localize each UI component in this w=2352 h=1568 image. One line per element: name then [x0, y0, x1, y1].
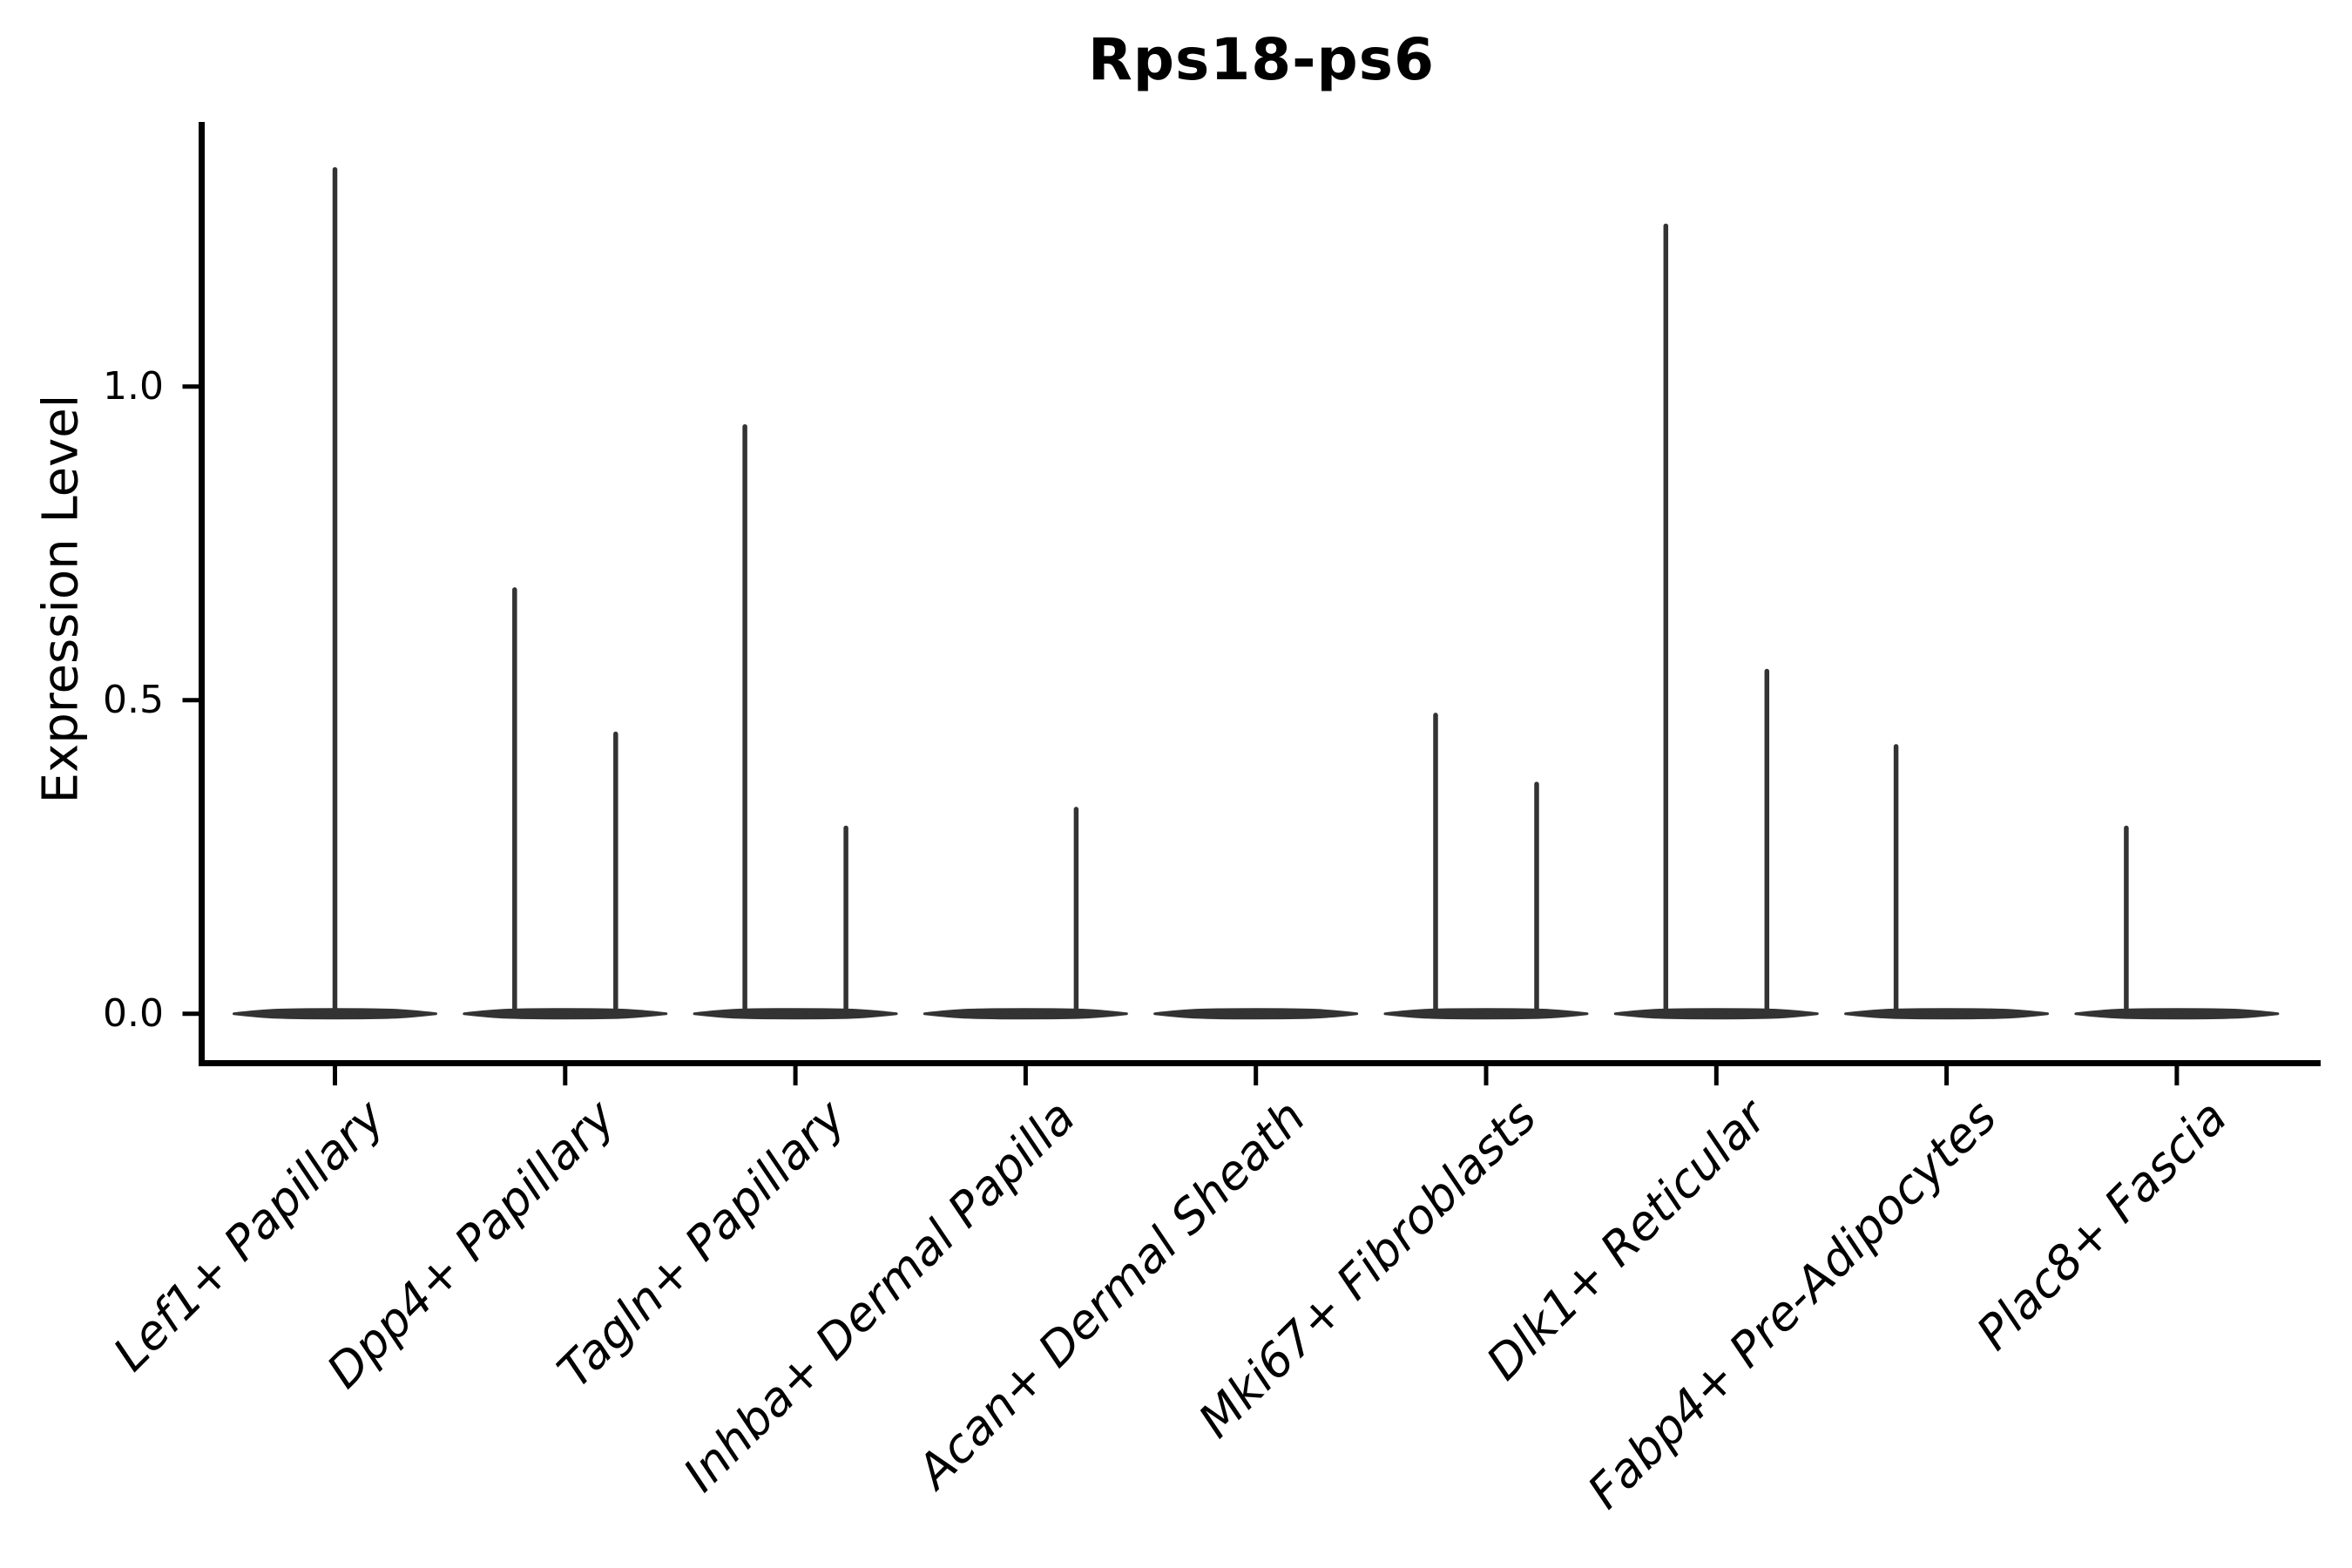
violin-spike: [742, 424, 747, 1016]
y-tick-label: 1.0: [103, 363, 164, 409]
violin-spike: [1893, 744, 1899, 1016]
violin-spike: [1534, 781, 1539, 1016]
plot-title: Rps18-ps6: [1087, 26, 1436, 93]
violin-spike: [1764, 668, 1770, 1016]
y-tick-label: 0.0: [103, 990, 164, 1036]
violin-body: [2074, 1008, 2280, 1020]
violin-body: [923, 1008, 1128, 1020]
violin-spike: [1663, 223, 1669, 1016]
violin-spike: [332, 166, 338, 1016]
violin-spike: [843, 825, 848, 1016]
violin-body: [463, 1008, 668, 1020]
violin-body: [1844, 1008, 2050, 1020]
violin-body: [1153, 1008, 1359, 1020]
violin-spike: [512, 587, 517, 1016]
violin-body: [693, 1008, 898, 1020]
y-tick-label: 0.5: [103, 677, 164, 722]
violin-body: [1383, 1008, 1589, 1020]
violin-body: [233, 1008, 437, 1020]
violin-body: [1613, 1008, 1819, 1020]
violin-spike: [1073, 807, 1079, 1016]
violin-spike: [1433, 713, 1438, 1016]
violin-spike: [613, 731, 618, 1016]
violin-spike: [2124, 825, 2129, 1016]
